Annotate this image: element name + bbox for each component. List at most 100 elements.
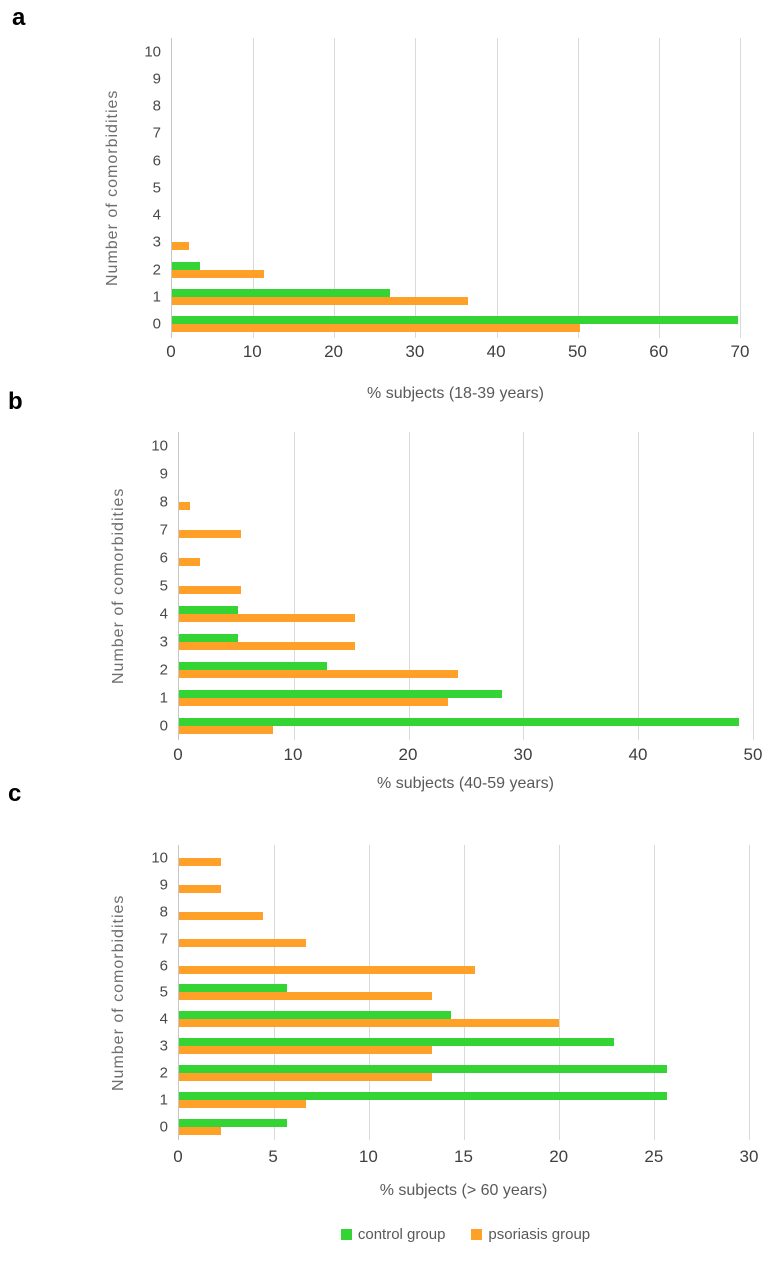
x-axis-tick-labels-c: 0 5 10 15 20 25 30: [173, 1147, 758, 1170]
y-tick-label: 9: [159, 465, 168, 483]
x-tick-label: 0: [173, 1147, 183, 1166]
bar-control-comorbidities-1: [179, 690, 502, 698]
y-axis-title: Number of comorbidities: [104, 89, 121, 287]
bar-psoriasis-comorbidities-8: [179, 502, 191, 510]
category-row-4: 4: [160, 1006, 749, 1033]
bar-control-comorbidities-0: [179, 1118, 288, 1127]
y-tick-label: 6: [159, 957, 168, 975]
bar-psoriasis-comorbidities-8: [179, 912, 263, 921]
bar-psoriasis-comorbidities-3: [172, 242, 190, 251]
x-tick-label: 70: [730, 342, 750, 361]
bar-psoriasis-comorbidities-1: [172, 297, 469, 306]
bar-psoriasis-comorbidities-1: [179, 1099, 307, 1108]
x-tick-label: 50: [743, 745, 763, 764]
bar-psoriasis-comorbidities-2: [172, 269, 264, 278]
bar-control-comorbidities-2: [179, 1064, 668, 1073]
category-row-3: 3: [153, 229, 740, 256]
gridline: [415, 38, 417, 338]
category-row-10: 10: [144, 38, 740, 65]
bar-psoriasis-comorbidities-2: [179, 670, 458, 678]
bar-control-comorbidities-5: [179, 984, 288, 993]
x-tick-label: 30: [739, 1147, 759, 1166]
gridline: [638, 432, 640, 740]
y-tick-label: 9: [152, 70, 161, 88]
bar-psoriasis-comorbidities-2: [179, 1072, 432, 1081]
bar-control-comorbidities-0: [179, 718, 740, 726]
x-tick-label: 30: [405, 342, 425, 361]
category-row-0: 0: [160, 1113, 749, 1140]
legend-item-control-group: control group: [340, 1226, 445, 1243]
gridline: [496, 38, 498, 338]
gridline: [523, 432, 525, 740]
gridline: [334, 38, 336, 338]
y-tick-label: 5: [159, 983, 168, 1001]
category-row-3: 3: [160, 628, 753, 656]
y-tick-label: 2: [159, 661, 168, 679]
control-group-swatch-icon: [340, 1229, 352, 1240]
category-row-2: 2: [153, 256, 740, 283]
y-tick-label: 4: [152, 206, 161, 224]
category-row-6: 6: [160, 952, 749, 979]
category-row-5: 5: [160, 572, 753, 600]
psoriasis-group-swatch-icon: [471, 1229, 483, 1240]
gridline: [408, 432, 410, 740]
y-tick-label: 1: [152, 288, 161, 306]
bar-psoriasis-comorbidities-1: [179, 698, 448, 706]
x-tick-label: 20: [398, 745, 418, 764]
category-row-7: 7: [153, 120, 740, 147]
x-tick-label: 20: [324, 342, 344, 361]
bar-control-comorbidities-4: [179, 1011, 451, 1020]
y-axis-title: Number of comorbidities: [110, 487, 127, 685]
category-row-1: 1: [160, 684, 753, 712]
x-tick-label: 40: [486, 342, 506, 361]
x-axis-tick-labels-b: 0 10 20 30 40 50: [173, 745, 762, 768]
y-axis-title: Number of comorbidities: [110, 894, 127, 1091]
category-row-1: 1: [153, 283, 740, 310]
x-tick-label: 0: [173, 745, 183, 764]
bar-psoriasis-comorbidities-5: [179, 992, 432, 1001]
x-tick-label: 25: [644, 1147, 664, 1166]
y-tick-label: 0: [159, 1118, 168, 1136]
x-tick-label: 5: [268, 1147, 278, 1166]
plot-area-a: 10 9 8 7 6 5 4 3 2 1 0: [144, 38, 741, 338]
x-tick-label: 0: [166, 342, 176, 361]
x-axis-title-a: % subjects (18-39 years): [367, 385, 544, 402]
plot-area-b: 10 9 8 7 6 5 4 3 2 1 0: [151, 432, 754, 740]
y-tick-label: 0: [159, 717, 168, 735]
y-tick-label: 8: [159, 493, 168, 511]
y-tick-label: 7: [159, 930, 168, 948]
bar-control-comorbidities-1: [172, 289, 391, 298]
category-row-9: 9: [153, 65, 740, 92]
y-tick-label: 1: [159, 1091, 168, 1109]
x-tick-label: 10: [358, 1147, 378, 1166]
bar-control-comorbidities-3: [179, 1038, 615, 1047]
gridline: [559, 845, 560, 1140]
category-row-9: 9: [160, 872, 749, 899]
y-tick-label: 4: [159, 605, 168, 623]
category-row-1: 1: [160, 1086, 749, 1113]
bar-control-comorbidities-0: [172, 316, 739, 325]
y-tick-label: 3: [159, 633, 168, 651]
y-tick-label: 1: [159, 689, 168, 707]
category-row-0: 0: [160, 712, 753, 740]
x-tick-label: 10: [283, 745, 303, 764]
x-tick-label: 50: [567, 342, 587, 361]
category-row-3: 3: [160, 1033, 749, 1060]
y-tick-label: 5: [152, 179, 161, 197]
x-axis-title-b: % subjects (40-59 years): [377, 775, 554, 792]
gridline: [749, 845, 750, 1140]
y-tick-label: 9: [159, 876, 168, 894]
gridline: [654, 845, 655, 1140]
bar-control-comorbidities-4: [179, 606, 238, 614]
bar-psoriasis-comorbidities-5: [179, 586, 241, 594]
bar-psoriasis-comorbidities-10: [179, 858, 221, 867]
panel-label-b: b: [8, 388, 23, 415]
y-tick-label: 6: [159, 549, 168, 567]
legend: control group psoriasis group: [178, 1226, 753, 1243]
x-tick-label: 10: [242, 342, 262, 361]
bar-control-comorbidities-1: [179, 1091, 668, 1100]
category-row-7: 7: [160, 925, 749, 952]
x-axis-title-c: % subjects (> 60 years): [379, 1182, 548, 1199]
category-row-2: 2: [160, 1060, 749, 1087]
y-tick-label: 10: [151, 849, 168, 867]
